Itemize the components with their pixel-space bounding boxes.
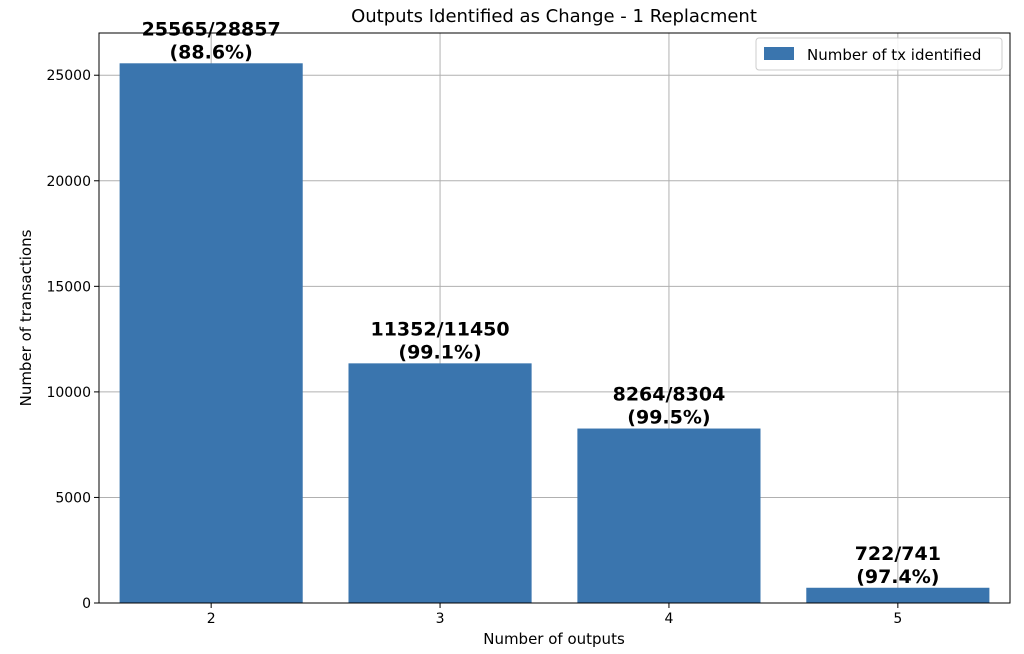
bar-label-fraction: 11352/11450	[370, 318, 509, 340]
bar-label-fraction: 8264/8304	[613, 384, 726, 406]
bars	[119, 63, 990, 604]
bar-3	[348, 363, 532, 603]
y-tick-label: 20000	[46, 174, 91, 190]
legend-box	[755, 37, 1003, 71]
plot-frame	[98, 32, 1011, 604]
data-labels: 25565/28857(88.6%) 11352/11450(99.1%) 8264…	[142, 18, 941, 587]
bar-label-fraction: 722/741	[855, 543, 941, 565]
x-tick-label: 2	[207, 611, 216, 627]
y-tick-label: 25000	[46, 68, 91, 84]
legend-label: Number of tx identified	[807, 46, 981, 64]
y-axis-ticks: 0 5000 10000 15000 20000 25000	[46, 68, 99, 612]
y-tick-label: 5000	[55, 490, 91, 506]
bar-2	[119, 63, 303, 604]
y-tick-label: 0	[82, 596, 91, 612]
bar-label-percent: (88.6%)	[170, 41, 253, 63]
chart-title: Outputs Identified as Change - 1 Replacm…	[351, 6, 757, 27]
bar-4	[577, 428, 761, 603]
y-tick-label: 10000	[46, 385, 91, 401]
x-tick-label: 3	[436, 611, 445, 627]
y-axis-label: Number of transactions	[17, 229, 35, 406]
legend: Number of tx identified	[755, 37, 1003, 71]
bar-label-percent: (99.1%)	[398, 341, 481, 363]
x-tick-label: 5	[893, 611, 902, 627]
x-axis-label: Number of outputs	[483, 630, 625, 648]
y-tick-label: 15000	[46, 279, 91, 295]
bar-label-fraction: 25565/28857	[142, 18, 281, 40]
legend-swatch	[764, 47, 794, 60]
x-axis-ticks: 2 3 4 5	[207, 603, 902, 627]
bar-label-percent: (99.5%)	[627, 407, 710, 429]
bar-label-percent: (97.4%)	[856, 566, 939, 588]
bar-5	[806, 587, 990, 603]
x-tick-label: 4	[664, 611, 673, 627]
